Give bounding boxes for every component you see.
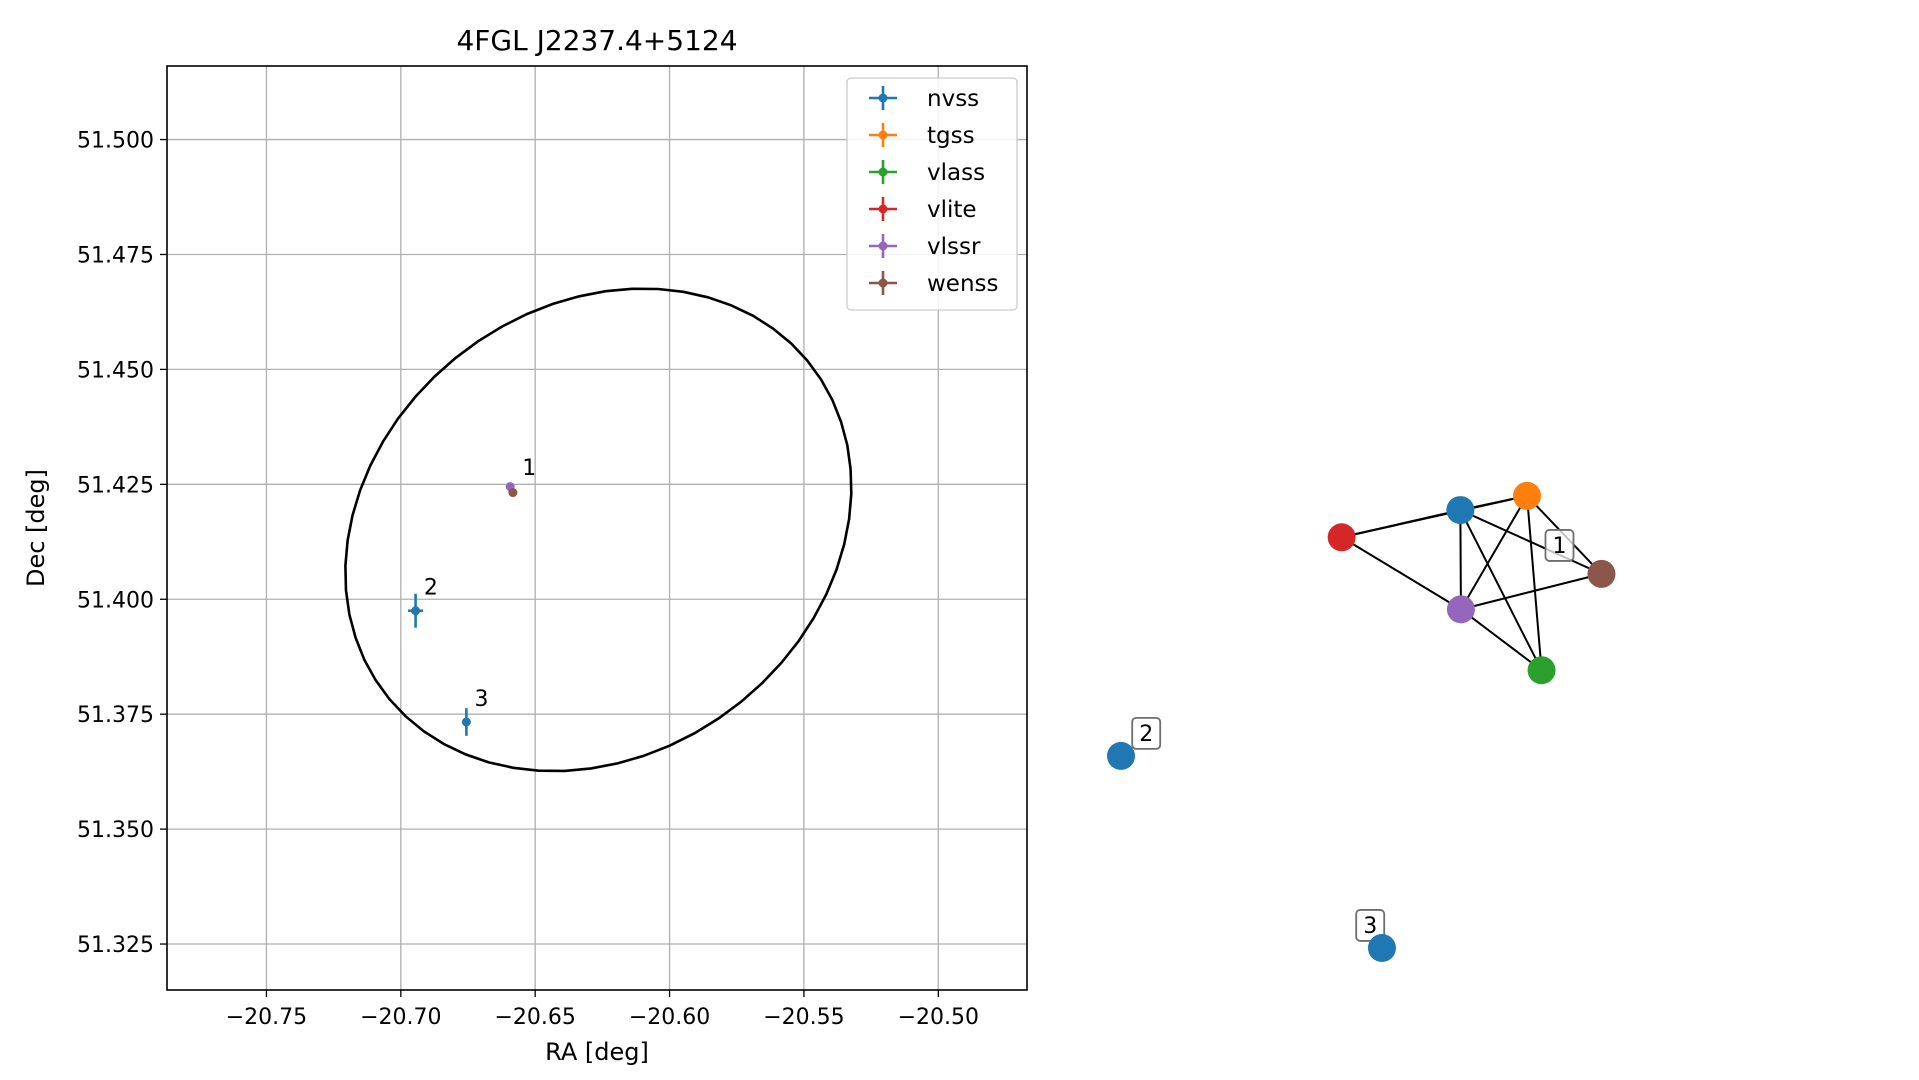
network-node-vlssr — [1446, 595, 1475, 624]
network-node-vlass — [1527, 656, 1556, 685]
legend-entry-nvss: nvss — [869, 86, 979, 112]
x-tick-label: −20.50 — [898, 1005, 979, 1030]
localization-ellipse — [344, 287, 853, 773]
network-node-nvss — [1446, 496, 1475, 525]
network-label-box — [1131, 716, 1162, 750]
legend-label: vlass — [927, 160, 985, 186]
legend-label: nvss — [927, 86, 979, 112]
legend-entry-tgss: tgss — [869, 123, 975, 149]
network-edge — [1341, 536, 1462, 611]
network-edge — [1459, 510, 1462, 610]
legend-entry-vlass: vlass — [869, 160, 985, 186]
legend-marker — [878, 167, 888, 177]
network-nodes — [1107, 481, 1616, 962]
point-label: 1 — [522, 456, 536, 481]
network-label: 1 — [1544, 529, 1575, 562]
x-tick-label: −20.60 — [629, 1005, 710, 1030]
network-node-nvss-3 — [1367, 934, 1396, 962]
y-tick-label: 51.350 — [77, 818, 154, 843]
legend-entry-wenss: wenss — [869, 271, 999, 297]
x-axis-label: RA [deg] — [545, 1038, 649, 1066]
network-labels: 1 2 3 — [1131, 529, 1575, 942]
legend-label: vlssr — [927, 234, 981, 260]
network-edge — [1459, 509, 1543, 671]
point-label: 2 — [424, 576, 438, 601]
chart-title: 4FGL J2237.4+5124 — [456, 24, 737, 57]
x-tick-label: −20.75 — [226, 1005, 307, 1030]
legend-marker — [878, 204, 888, 214]
legend-marker — [878, 93, 888, 103]
y-tick-label: 51.325 — [77, 933, 154, 958]
y-tick-label: 51.450 — [77, 358, 154, 383]
legend-label: vlite — [927, 197, 977, 223]
scatter-panel: 4FGL J2237.4+5124 1 2 3 −20.75 −20.70 −20.65… — [22, 24, 1028, 1066]
y-axis-label: Dec [deg] — [22, 469, 50, 587]
legend-marker — [878, 241, 888, 251]
marker — [461, 717, 471, 727]
plot-frame — [166, 65, 1028, 991]
localization-ellipse-path — [344, 287, 853, 773]
point-label: 3 — [474, 687, 488, 712]
x-ticks: −20.75 −20.70 −20.65 −20.60 −20.55 −20.50 — [226, 990, 979, 1030]
y-ticks: 51.325 51.350 51.375 51.400 51.425 51.450 51.4… — [77, 129, 167, 958]
x-tick-label: −20.55 — [763, 1005, 844, 1030]
network-node-vlite — [1327, 523, 1356, 552]
network-label: 2 — [1131, 716, 1162, 750]
x-tick-label: −20.70 — [360, 1005, 441, 1030]
marker — [411, 606, 421, 616]
marker — [508, 488, 518, 498]
y-tick-label: 51.375 — [77, 703, 154, 728]
legend-label: wenss — [927, 271, 999, 297]
network-edge — [1460, 572, 1602, 611]
legend-marker — [878, 278, 888, 288]
source-points: 1 2 3 — [408, 456, 536, 736]
legend-entry-vlite: vlite — [869, 197, 977, 223]
network-label-text: 2 — [1139, 722, 1153, 747]
y-tick-label: 51.400 — [77, 588, 154, 613]
network-node-tgss — [1513, 481, 1541, 510]
legend-entry-vlssr: vlssr — [869, 234, 981, 260]
network-label-text: 1 — [1552, 534, 1566, 559]
data-point-nvss — [408, 593, 424, 628]
network-label-box — [1544, 529, 1575, 562]
network-edges — [1341, 494, 1603, 672]
network-label-text: 3 — [1363, 914, 1377, 939]
y-tick-label: 51.475 — [77, 243, 154, 268]
network-edge — [1460, 495, 1528, 610]
y-tick-label: 51.500 — [77, 129, 154, 154]
network-node-nvss-2 — [1107, 741, 1135, 770]
y-tick-label: 51.425 — [77, 473, 154, 498]
legend-label: tgss — [927, 123, 975, 149]
legend: nvss tgss vlass vlite vlssr wenss — [846, 77, 1018, 311]
network-edge — [1526, 495, 1543, 671]
network-edge — [1460, 608, 1543, 672]
x-tick-label: −20.65 — [494, 1005, 575, 1030]
network-node-wenss — [1587, 559, 1616, 588]
legend-marker — [878, 130, 888, 140]
data-point-wenss — [508, 488, 518, 498]
network-panel: 1 2 3 — [1107, 481, 1616, 962]
data-point-nvss — [461, 708, 471, 736]
